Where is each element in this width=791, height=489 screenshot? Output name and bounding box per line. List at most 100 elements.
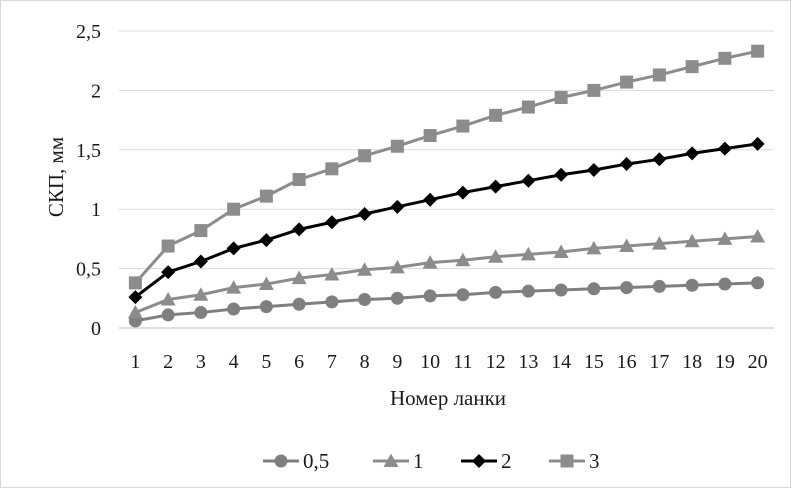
x-tick-label: 12 bbox=[486, 351, 506, 373]
data-point bbox=[488, 249, 504, 263]
x-tick-label: 11 bbox=[453, 351, 472, 373]
data-point bbox=[620, 281, 634, 295]
data-point bbox=[292, 222, 307, 237]
data-point bbox=[324, 267, 340, 281]
data-point bbox=[587, 83, 601, 97]
data-point bbox=[390, 199, 405, 214]
series-circle bbox=[128, 276, 765, 328]
series-diamond bbox=[128, 136, 765, 305]
data-point bbox=[586, 162, 601, 177]
data-point bbox=[718, 277, 732, 291]
legend-label: 0,5 bbox=[303, 449, 329, 473]
y-tick-label: 2 bbox=[91, 80, 101, 102]
legend-marker bbox=[274, 454, 288, 468]
legend-item: 3 bbox=[549, 449, 600, 473]
legend-marker bbox=[560, 454, 574, 468]
data-point bbox=[456, 119, 470, 133]
x-tick-label: 16 bbox=[617, 351, 637, 373]
legend-marker bbox=[472, 454, 486, 468]
series-line bbox=[134, 235, 758, 314]
legend: 0,5 1 2 3 bbox=[263, 449, 600, 473]
data-point bbox=[423, 289, 437, 303]
series-lines bbox=[127, 44, 766, 328]
data-point bbox=[521, 284, 535, 298]
y-tick-label: 0,5 bbox=[76, 259, 101, 281]
data-point bbox=[358, 149, 372, 163]
data-point bbox=[456, 288, 470, 302]
data-point bbox=[554, 167, 569, 182]
data-point bbox=[553, 244, 569, 258]
legend-label: 1 bbox=[413, 449, 424, 473]
data-point bbox=[751, 44, 765, 58]
data-point bbox=[554, 283, 568, 297]
data-point bbox=[325, 162, 339, 176]
x-tick-label: 17 bbox=[649, 351, 669, 373]
data-point bbox=[227, 202, 241, 216]
data-point bbox=[226, 241, 241, 256]
series-triangle bbox=[127, 229, 766, 319]
legend-marker bbox=[383, 453, 399, 467]
data-point bbox=[489, 285, 503, 299]
data-point bbox=[324, 215, 339, 230]
data-point bbox=[160, 291, 176, 306]
data-point bbox=[717, 141, 732, 156]
data-point bbox=[325, 295, 339, 309]
x-tick-label: 5 bbox=[261, 351, 271, 373]
data-point bbox=[652, 68, 666, 82]
data-point bbox=[358, 292, 372, 306]
x-tick-label: 20 bbox=[748, 351, 768, 373]
data-point bbox=[718, 51, 732, 65]
x-tick-label: 18 bbox=[682, 351, 702, 373]
data-point bbox=[292, 297, 306, 311]
legend-label: 3 bbox=[589, 449, 600, 473]
legend-item: 0,5 bbox=[263, 449, 329, 473]
data-point bbox=[357, 262, 373, 276]
data-point bbox=[422, 255, 438, 269]
data-point bbox=[161, 239, 175, 253]
x-tick-label: 8 bbox=[360, 351, 370, 373]
data-point bbox=[521, 173, 536, 188]
data-point bbox=[193, 287, 209, 301]
legend-item: 2 bbox=[461, 449, 512, 473]
data-point bbox=[127, 305, 143, 319]
data-point bbox=[226, 280, 242, 294]
data-point bbox=[554, 91, 568, 105]
data-point bbox=[685, 60, 699, 74]
y-tick-label: 1,5 bbox=[76, 140, 101, 162]
x-tick-label: 7 bbox=[327, 351, 337, 373]
data-point bbox=[291, 270, 307, 285]
data-point bbox=[717, 231, 733, 245]
data-point bbox=[161, 308, 175, 322]
data-point bbox=[390, 139, 404, 153]
data-point bbox=[390, 291, 404, 305]
y-tick-label: 2,5 bbox=[76, 21, 101, 43]
data-point bbox=[489, 108, 503, 122]
x-tick-label: 15 bbox=[584, 351, 604, 373]
x-tick-label: 6 bbox=[294, 351, 304, 373]
x-tick-label: 14 bbox=[551, 351, 571, 373]
y-tick-label: 0 bbox=[91, 318, 101, 340]
x-tick-label: 3 bbox=[196, 351, 206, 373]
data-point bbox=[750, 229, 766, 243]
data-point bbox=[357, 206, 372, 221]
data-point bbox=[652, 279, 666, 293]
legend-item: 1 bbox=[373, 449, 424, 473]
x-axis-title: Номер ланки bbox=[390, 386, 506, 410]
data-point bbox=[455, 252, 471, 267]
data-point bbox=[389, 259, 405, 274]
x-tick-label: 2 bbox=[163, 351, 173, 373]
x-tick-label: 4 bbox=[229, 351, 239, 373]
x-tick-label: 1 bbox=[130, 351, 140, 373]
y-tick-label: 1 bbox=[91, 199, 101, 221]
data-point bbox=[193, 254, 208, 269]
data-point bbox=[194, 224, 208, 238]
x-tick-label: 10 bbox=[420, 351, 440, 373]
data-point bbox=[587, 282, 601, 296]
data-point bbox=[259, 189, 273, 203]
series-square bbox=[128, 44, 765, 290]
data-point bbox=[258, 276, 274, 291]
data-point bbox=[586, 240, 602, 255]
x-tick-label: 13 bbox=[518, 351, 538, 373]
legend-label: 2 bbox=[501, 449, 512, 473]
